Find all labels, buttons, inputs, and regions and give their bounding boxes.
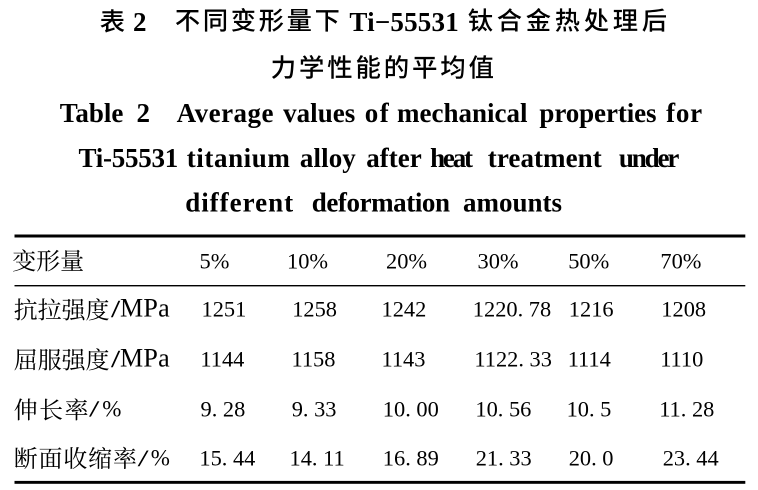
svg-text:1216: 1216 (569, 297, 614, 322)
svg-text:16. 89: 16. 89 (383, 445, 439, 470)
svg-text:10. 56: 10. 56 (475, 397, 531, 422)
svg-text:%: % (102, 397, 121, 422)
svg-text:Ti−55531: Ti−55531 (349, 7, 459, 37)
svg-text:2: 2 (133, 7, 147, 37)
svg-text:9. 33: 9. 33 (292, 397, 337, 422)
svg-text:10%: 10% (287, 249, 328, 274)
svg-text:values: values (283, 98, 355, 128)
svg-text:titanium: titanium (187, 143, 291, 173)
svg-text:70%: 70% (660, 249, 701, 274)
svg-text:1242: 1242 (382, 297, 427, 322)
svg-text:amounts: amounts (463, 187, 562, 217)
svg-text:of: of (365, 98, 391, 128)
svg-text:1143: 1143 (382, 347, 426, 372)
svg-text:30%: 30% (478, 249, 519, 274)
svg-text:15. 44: 15. 44 (199, 445, 255, 470)
svg-text:11. 28: 11. 28 (659, 397, 714, 422)
svg-text:1208: 1208 (661, 297, 706, 322)
svg-text:Ti-55531: Ti-55531 (79, 143, 178, 173)
svg-text:1122. 33: 1122. 33 (474, 347, 552, 372)
svg-text:mechanical: mechanical (397, 98, 528, 128)
svg-text:10. 00: 10. 00 (383, 397, 439, 422)
svg-text:deformation: deformation (312, 187, 450, 217)
svg-text:for: for (666, 98, 703, 128)
svg-text:Table: Table (60, 98, 124, 128)
svg-text:Average: Average (177, 98, 274, 128)
svg-text:%: % (151, 445, 170, 470)
svg-text:1251: 1251 (202, 297, 247, 322)
svg-text:20%: 20% (386, 249, 427, 274)
svg-text:1144: 1144 (200, 347, 244, 372)
svg-text:14. 11: 14. 11 (290, 445, 345, 470)
svg-text:5%: 5% (200, 249, 230, 274)
svg-text:1114: 1114 (568, 347, 611, 372)
svg-text:alloy: alloy (300, 143, 356, 173)
svg-text:MPa: MPa (120, 344, 170, 373)
svg-text:1158: 1158 (292, 347, 336, 372)
svg-text:after: after (366, 143, 421, 173)
svg-text:2: 2 (137, 98, 151, 128)
svg-text:50%: 50% (568, 249, 609, 274)
svg-text:21. 33: 21. 33 (476, 445, 532, 470)
svg-text:under: under (619, 143, 679, 173)
svg-text:1110: 1110 (660, 347, 703, 372)
svg-text:9. 28: 9. 28 (201, 397, 246, 422)
svg-text:MPa: MPa (120, 294, 170, 323)
svg-text:23. 44: 23. 44 (663, 445, 719, 470)
svg-text:1258: 1258 (292, 297, 337, 322)
svg-text:10. 5: 10. 5 (567, 397, 612, 422)
svg-text:different: different (185, 187, 294, 217)
svg-text:1220. 78: 1220. 78 (473, 297, 551, 322)
svg-text:20. 0: 20. 0 (569, 445, 614, 470)
svg-text:heat: heat (430, 143, 473, 173)
svg-text:treatment: treatment (488, 143, 602, 173)
svg-text:properties: properties (539, 98, 656, 128)
